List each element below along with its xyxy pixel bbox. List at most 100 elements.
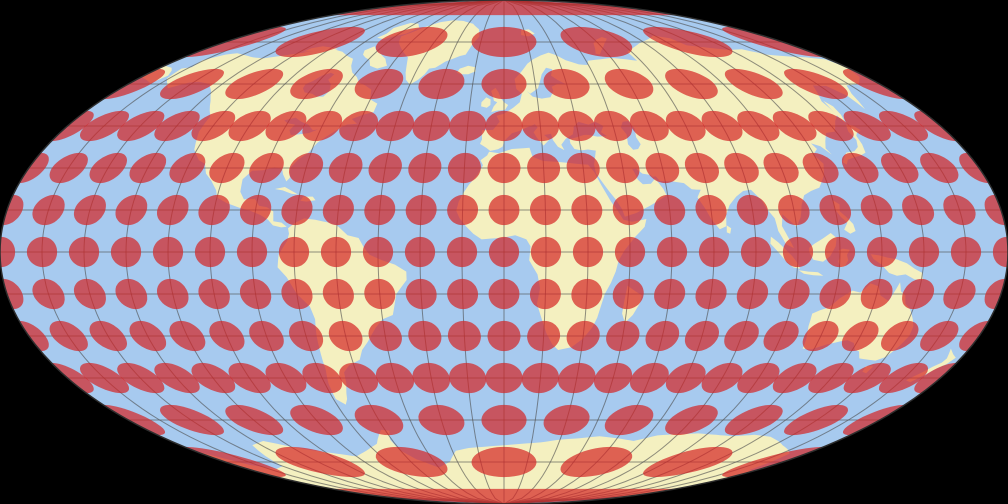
tissot-circle-lat30-lon-75 [289,152,324,184]
tissot-circle-lat45-lon-90 [265,110,307,142]
tissot-circle-lat-30-lon165 [920,320,959,352]
tissot-circle-lat15-lon60 [654,194,686,226]
tissot-circle-lat-30-lon-75 [289,320,324,352]
tissot-circle-lat-15-lon-75 [281,278,313,310]
tissot-circle-lat-30-lon-135 [129,320,167,352]
tissot-circle-lat45-lon-120 [191,110,236,142]
tissot-circle-lat15-lon45 [612,194,644,226]
tissot-circle-lat60-lon-30 [418,68,465,100]
tissot-circle-lat30-lon-120 [169,152,206,184]
tissot-circle-lat60-lon-120 [225,68,284,100]
tissot-circle-lat0-lon165 [950,236,982,268]
tissot-circle-lat45-lon150 [843,110,891,142]
tissot-circle-lat15-lon-75 [281,194,313,226]
landmass-sri_lanka [726,225,732,234]
tissot-circle-lat-30-lon60 [645,320,680,352]
tissot-circle-lat0-lon-15 [446,236,478,268]
tissot-circle-lat30-lon165 [920,152,959,184]
tissot-circle-lat75-lon60 [560,26,633,58]
landmass-baffin_island [363,46,387,69]
tissot-circle-lat-15-lon105 [778,278,810,310]
tissot-circle-lat-60-lon-90 [290,404,343,436]
tissot-circle-lat15-lon-90 [239,194,272,226]
tissot-circle-lat-30-lon-45 [368,320,402,352]
tissot-circle-lat0-lon-105 [194,236,226,268]
tissot-circle-lat-30-lon-165 [49,320,88,352]
tissot-circle-lat60-lon-90 [290,68,343,100]
tissot-circle-lat-45-lon-30 [412,362,450,394]
tissot-circle-lat-15-lon-165 [32,278,65,310]
tissot-circle-lat-30-lon75 [684,320,719,352]
landmass-cuba [274,187,299,195]
tissot-circle-lat45-lon-30 [412,110,450,142]
tissot-circle-lat45-lon165 [879,110,928,142]
tissot-circle-lat30-lon-30 [408,152,442,184]
tissot-circle-lat15-lon-30 [405,194,437,226]
tissot-circle-lat60-lon-60 [354,68,404,100]
tissot-circle-lat-15-lon90 [736,278,769,310]
tissot-circle-lat15-lon-15 [447,194,478,226]
tissot-circle-lat0-lon-150 [68,236,100,268]
tissot-circle-lat-15-lon0 [488,278,520,310]
tissot-circle-lat60-lon-150 [160,68,224,100]
tissot-circle-lat30-lon-15 [447,152,481,184]
tissot-circle-lat75-lon-60 [375,26,448,58]
tissot-circle-lat45-lon15 [521,110,559,142]
tissot-circle-lat45-lon60 [630,110,669,142]
tissot-circle-lat-15-lon30 [571,278,603,310]
tissot-circle-lat30-lon-60 [328,152,363,184]
tissot-circle-lat0-lon120 [824,236,856,268]
tissot-circle-lat-45-lon-120 [191,362,236,394]
tissot-circle-lat-15-lon-90 [239,278,272,310]
tissot-circle-lat-30-lon-150 [89,320,127,352]
landmass-iceland [456,65,476,75]
tissot-circle-lat-45-lon-135 [154,362,200,394]
tissot-circle-lat-60-lon90 [665,404,718,436]
tissot-circle-lat15-lon90 [736,194,769,226]
tissot-circle-lat45-lon45 [594,110,633,142]
tissot-circle-lat45-lon-45 [375,110,414,142]
tissot-circle-lat-15-lon150 [902,278,935,310]
tissot-circle-lat-45-lon60 [630,362,669,394]
tissot-circle-lat30-lon45 [606,152,640,184]
tissot-circle-lat-15-lon135 [860,278,893,310]
tissot-circle-lat-15-lon-135 [115,278,148,310]
tissot-circle-lat-30-lon135 [841,320,879,352]
tissot-circle-lat30-lon15 [527,152,561,184]
tissot-circle-lat-45-lon45 [594,362,633,394]
tissot-circle-lat0-lon180 [992,236,1008,268]
tissot-circle-lat45-lon30 [558,110,596,142]
tissot-circle-lat30-lon-135 [129,152,167,184]
tissot-circle-lat15-lon-45 [364,194,396,226]
tissot-circle-lat-30-lon-90 [249,320,284,352]
tissot-circle-lat15-lon-165 [32,194,65,226]
tissot-circle-lat0-lon-45 [362,236,394,268]
tissot-circle-lat60-lon0 [481,68,527,100]
tissot-circle-lat60-lon90 [665,68,718,100]
tissot-circle-lat0-lon-30 [404,236,436,268]
tissot-circle-lat-45-lon150 [843,362,891,394]
tissot-circle-lat-75-lon-120 [275,446,365,478]
tissot-circle-lat-45-lon135 [808,362,854,394]
tissot-circle-lat-30-lon0 [487,320,521,352]
tissot-circle-lat-30-lon-30 [408,320,442,352]
tissot-circle-lat-15-lon15 [530,278,561,310]
tissot-circle-lat15-lon-120 [157,194,189,226]
tissot-circle-lat15-lon-60 [322,194,354,226]
tissot-circle-lat-30-lon30 [566,320,600,352]
tissot-circle-lat0-lon30 [572,236,604,268]
tissot-circle-lat30-lon120 [802,152,839,184]
tissot-circle-lat-15-lon60 [654,278,686,310]
tissot-circle-lat45-lon0 [485,110,523,142]
tissot-circle-lat-45-lon-90 [265,362,307,394]
tissot-circle-lat30-lon135 [841,152,879,184]
tissot-circle-lat15-lon-150 [73,194,106,226]
tissot-circle-lat0-lon0 [488,236,520,268]
tissot-circle-lat-30-lon-60 [328,320,363,352]
tissot-circle-lat45-lon-15 [449,110,487,142]
tissot-circle-lat-30-lon-15 [447,320,481,352]
tissot-circle-lat-15-lon75 [695,278,727,310]
tissot-circle-lat45-lon-165 [80,110,129,142]
tissot-circle-lat0-lon45 [614,236,646,268]
tissot-circle-lat0-lon-135 [110,236,142,268]
